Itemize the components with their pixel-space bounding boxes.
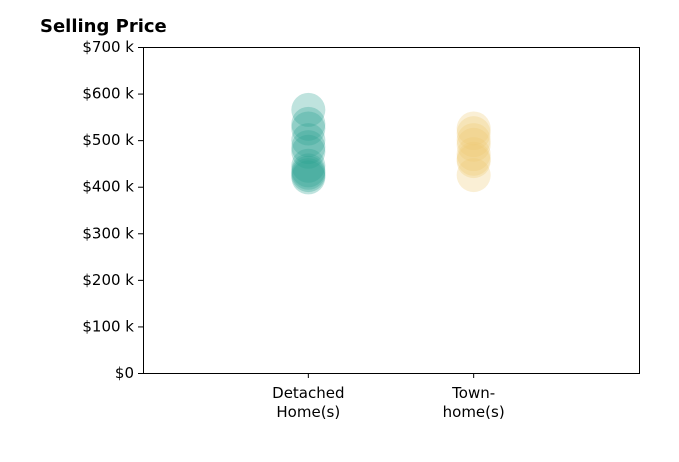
y-tick-label: $500 k	[82, 131, 134, 149]
data-point	[291, 106, 326, 141]
data-point	[291, 160, 326, 195]
y-axis: $0 $100 k $200 k $300 k $400 k $500 k $600 k $7…	[82, 38, 143, 382]
data-point	[456, 127, 491, 162]
plot-frame	[143, 47, 640, 374]
data-point	[291, 148, 326, 183]
y-tick-label: $100 k	[82, 317, 134, 335]
data-point	[456, 137, 491, 172]
y-tick-label: $200 k	[82, 271, 134, 289]
points-layer	[291, 92, 491, 195]
data-point	[291, 92, 326, 127]
y-tick-label: $400 k	[82, 178, 134, 196]
data-point	[456, 116, 491, 151]
y-tick-label: $300 k	[82, 224, 134, 242]
data-point	[291, 155, 326, 190]
y-tick-label: $700 k	[82, 38, 134, 56]
data-point	[456, 123, 491, 158]
data-point	[456, 144, 491, 179]
data-point	[291, 111, 326, 146]
x-tick-label: Town-home(s)	[443, 384, 505, 421]
data-point	[456, 158, 491, 193]
data-point	[291, 158, 326, 193]
data-point	[291, 123, 326, 158]
data-point	[291, 153, 326, 188]
x-tick-label: Detached Home(s)	[272, 384, 344, 421]
chart-title: Selling Price	[40, 16, 167, 37]
data-point	[291, 130, 326, 165]
data-point	[456, 111, 491, 146]
y-tick-label: $600 k	[82, 85, 134, 103]
data-point	[291, 134, 326, 169]
y-tick-label: $0	[115, 364, 134, 382]
x-axis: Detached Home(s) Town-home(s)	[272, 373, 505, 421]
data-point	[456, 141, 491, 176]
